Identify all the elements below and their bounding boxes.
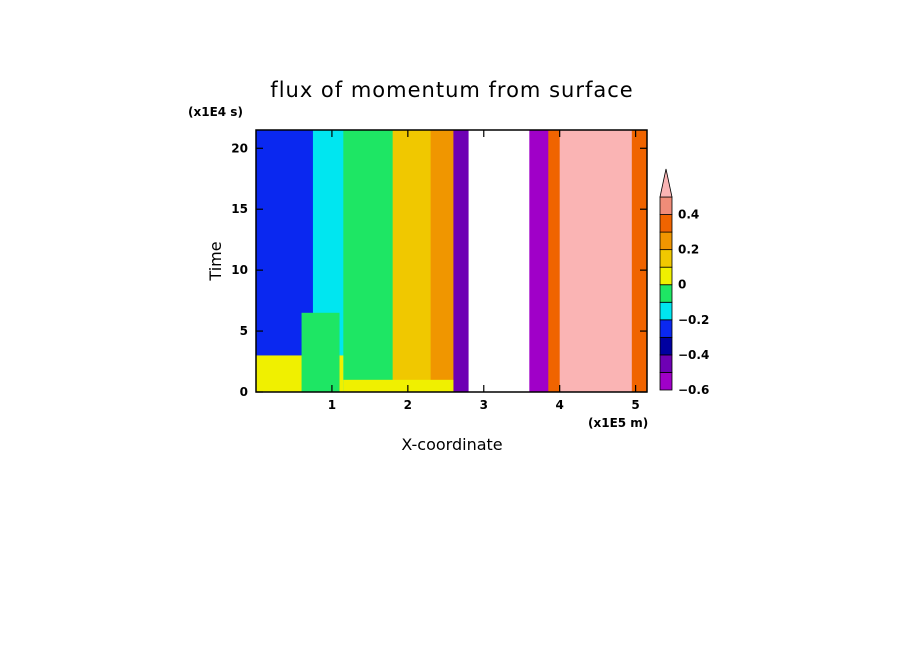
field-band-6 xyxy=(453,130,470,392)
colorbar-segment-10 xyxy=(659,196,673,215)
colorbar-label-1: 0.2 xyxy=(678,243,699,257)
y-axis-ticks: 0 5 10 15 20 xyxy=(231,141,647,399)
colorbar-label-0: 0.4 xyxy=(678,208,699,222)
field-band-5 xyxy=(430,130,454,392)
field-band-3 xyxy=(343,130,394,392)
colorbar-segment-3 xyxy=(659,319,673,338)
field-band-8 xyxy=(529,130,549,392)
colorbar-segment-6 xyxy=(659,266,673,286)
field-band-7 xyxy=(468,130,530,392)
y-unit-label: (x1E4 s) xyxy=(188,105,243,119)
y-tick-label-1: 5 xyxy=(240,324,248,338)
y-tick-label-3: 15 xyxy=(231,202,248,216)
plot-frame xyxy=(255,129,648,393)
lower-patch-1 xyxy=(301,312,340,392)
colorbar-segment-2 xyxy=(659,336,673,356)
field-band-10 xyxy=(559,130,633,392)
colorbar-label-5: −0.6 xyxy=(678,383,709,397)
x-axis-ticks: 1 2 3 4 5 xyxy=(328,130,640,412)
colorbar-segment-1 xyxy=(659,354,673,373)
y-tick-label-4: 20 xyxy=(231,141,248,155)
field-band-0 xyxy=(256,130,266,392)
x-tick-label-3: 4 xyxy=(556,398,564,412)
x-unit-label: (x1E5 m) xyxy=(588,416,648,430)
y-tick-label-0: 0 xyxy=(240,385,248,399)
plot-area xyxy=(256,130,648,392)
field-band-4 xyxy=(392,130,432,392)
lower-patch-2 xyxy=(343,379,454,392)
colorbar-label-4: −0.4 xyxy=(678,348,709,362)
x-tick-label-2: 3 xyxy=(480,398,488,412)
field-band-11 xyxy=(631,130,648,392)
colorbar-segment-7 xyxy=(659,249,673,268)
colorbar-label-2: 0 xyxy=(678,278,686,292)
x-tick-label-0: 1 xyxy=(328,398,336,412)
field-band-9 xyxy=(548,130,561,392)
colorbar: 0.4 0.2 0 −0.2 −0.4 −0.6 xyxy=(659,168,709,397)
x-tick-label-1: 2 xyxy=(404,398,412,412)
y-tick-label-2: 10 xyxy=(231,263,248,277)
x-tick-label-4: 5 xyxy=(631,398,639,412)
y-axis-label: Time xyxy=(206,241,225,281)
colorbar-segment-9 xyxy=(659,214,673,233)
colorbar-over-arrow xyxy=(659,168,673,198)
chart-title: flux of momentum from surface xyxy=(270,78,633,102)
colorbar-segment-8 xyxy=(659,231,673,251)
colorbar-segment-0 xyxy=(659,372,673,391)
colorbar-segment-5 xyxy=(659,284,673,303)
x-axis-label: X-coordinate xyxy=(401,435,502,454)
colorbar-label-3: −0.2 xyxy=(678,313,709,327)
colorbar-segment-4 xyxy=(659,301,673,321)
